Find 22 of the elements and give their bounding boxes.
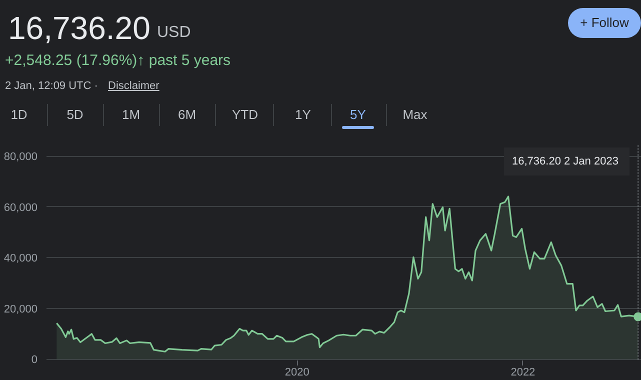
y-tick-label: 0 [31,354,38,366]
text: USD [157,23,191,43]
text: 1D [10,106,28,124]
y-tick-label: 20,000 [4,303,38,316]
text: 1Y [294,106,312,124]
text: 1M [120,106,142,124]
y-tick-label: 80,000 [4,151,38,164]
text: 2 Jan, 12:09 UTC · [5,79,98,94]
annotation: 16,736.20 2 Jan 2023 [512,156,618,168]
y-tick-label: 60,000 [4,202,38,214]
text: 5Y [349,106,367,124]
text: +2,548.25 (17.96%)↑ past 5 years [5,51,231,71]
text: 5D [66,106,84,124]
text: Max [402,106,428,124]
text: 6M [176,106,198,124]
text: YTD [231,106,259,124]
text: + Follow [568,8,641,38]
x-tick-label: 2020 [284,366,310,378]
y-tick-label: 40,000 [4,252,38,265]
chart-title: 16,736.20 [8,9,150,48]
text: Disclaimer [108,79,160,94]
x-tick-label: 2022 [510,366,536,378]
